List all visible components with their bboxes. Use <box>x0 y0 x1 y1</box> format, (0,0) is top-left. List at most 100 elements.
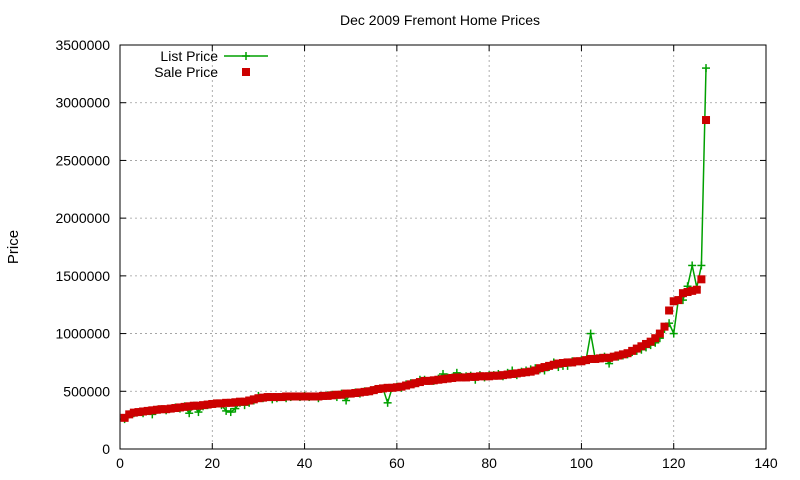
y-axis-label: Price <box>5 230 22 264</box>
legend-label-sale-price: Sale Price <box>154 64 218 80</box>
sale-price-point <box>577 357 586 366</box>
sale-price-point <box>226 398 235 407</box>
sale-price-point <box>295 392 304 401</box>
x-tick-label: 60 <box>389 455 405 471</box>
sale-price-point <box>692 285 701 294</box>
sale-price-point <box>655 329 664 338</box>
sale-price-point <box>332 390 341 399</box>
sale-price-point <box>471 372 480 381</box>
sale-price-point <box>402 381 411 390</box>
sale-price-point <box>563 358 572 367</box>
sale-price-point <box>259 393 268 402</box>
sale-price-point <box>217 399 226 408</box>
sale-price-point <box>688 286 697 295</box>
y-tick-label: 0 <box>102 441 110 457</box>
sale-price-point <box>434 375 443 384</box>
sale-price-point <box>568 358 577 367</box>
sale-price-point <box>554 359 563 368</box>
sale-price-point <box>618 350 627 359</box>
sale-price-point <box>383 383 392 392</box>
list-price-point <box>222 406 231 415</box>
sale-price-point <box>148 406 157 415</box>
sale-price-point <box>300 392 309 401</box>
x-tick-label: 120 <box>662 455 686 471</box>
sale-price-point <box>152 405 161 414</box>
sale-price-point <box>120 413 129 422</box>
sale-price-point <box>415 378 424 387</box>
list-price-point <box>669 329 678 338</box>
sale-price-point <box>323 391 332 400</box>
sale-price-point <box>199 401 208 410</box>
sale-price-point <box>268 393 277 402</box>
sale-price-point <box>637 342 646 351</box>
sale-price-point <box>595 354 604 363</box>
list-price-point <box>697 261 706 270</box>
x-tick-label: 100 <box>570 455 594 471</box>
sale-price-point <box>572 357 581 366</box>
axis-ticks: 0 20 40 60 80 100 120 140 0 500000 1000000 1500000 2… <box>55 37 777 471</box>
list-price-point <box>688 261 697 270</box>
sale-price-point <box>678 289 687 298</box>
sale-price-point <box>466 372 475 381</box>
sale-price-point <box>457 373 466 382</box>
sale-price-point <box>475 372 484 381</box>
sale-price-point <box>305 392 314 401</box>
sale-price-point <box>517 368 526 377</box>
legend-swatch-sale-price <box>242 68 250 76</box>
sale-price-point <box>531 366 540 375</box>
sale-price-point <box>342 389 351 398</box>
sale-price-point <box>406 380 415 389</box>
sale-price-point <box>429 376 438 385</box>
sale-price-point <box>277 393 286 402</box>
sale-price-point <box>360 387 369 396</box>
sale-price-point <box>235 397 244 406</box>
sale-price-point <box>443 374 452 383</box>
sale-price-point <box>212 399 221 408</box>
sale-price-point <box>558 359 567 368</box>
sale-price-point <box>494 371 503 380</box>
sale-price-point <box>642 339 651 348</box>
sale-price-point <box>379 384 388 393</box>
x-tick-label: 0 <box>116 455 124 471</box>
sale-price-point <box>157 405 166 414</box>
sale-price-point <box>665 306 674 315</box>
sale-price-point <box>674 296 683 305</box>
x-tick-label: 20 <box>204 455 220 471</box>
sale-price-point <box>319 391 328 400</box>
sale-price-point <box>683 288 692 297</box>
list-price-point <box>702 64 711 73</box>
sale-price-point <box>129 408 138 417</box>
sale-price-point <box>702 116 711 125</box>
sale-price-point <box>286 392 295 401</box>
legend-marker-list-price <box>242 52 250 60</box>
sale-price-point <box>171 404 180 413</box>
sale-price-point <box>512 369 521 378</box>
x-tick-label: 140 <box>754 455 778 471</box>
y-tick-label: 3500000 <box>55 37 110 53</box>
sale-price-point <box>632 344 641 353</box>
list-price-line <box>124 68 707 420</box>
sale-price-point <box>143 406 152 415</box>
sale-price-point <box>125 410 134 419</box>
sale-price-point <box>392 383 401 392</box>
x-tick-label: 80 <box>481 455 497 471</box>
sale-price-point <box>374 384 383 393</box>
sale-price-point <box>586 354 595 363</box>
sale-price-point <box>166 404 175 413</box>
sale-price-point <box>535 364 544 373</box>
list-price-point <box>185 409 194 418</box>
sale-price-point <box>291 392 300 401</box>
sale-price-point <box>614 351 623 360</box>
sale-price-point <box>425 376 434 385</box>
sale-price-point <box>600 353 609 362</box>
sale-price-point <box>540 363 549 372</box>
sale-price-point <box>485 372 494 381</box>
chart-title: Dec 2009 Fremont Home Prices <box>340 12 540 28</box>
sale-price-point <box>139 407 148 416</box>
sale-price-point <box>134 408 143 417</box>
grid <box>120 45 766 449</box>
sale-price-point <box>222 398 231 407</box>
sale-price-point <box>337 390 346 399</box>
sale-price-point <box>549 360 558 369</box>
